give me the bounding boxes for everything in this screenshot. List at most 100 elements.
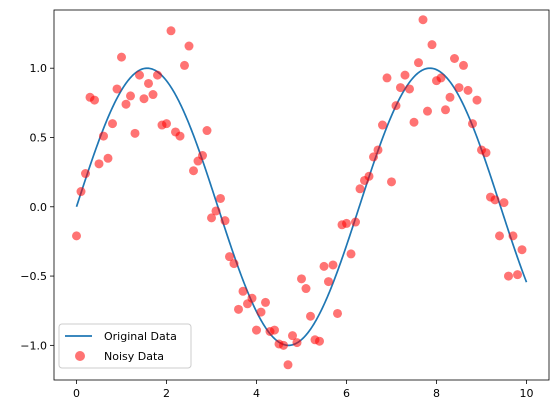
legend-box <box>58 323 192 369</box>
x-tick-label: 0 <box>73 387 80 400</box>
scatter-point <box>436 73 446 83</box>
legend-marker-swatch <box>75 351 85 361</box>
scatter-point <box>387 177 396 187</box>
scatter-point <box>72 231 81 241</box>
scatter-point <box>184 41 194 51</box>
scatter-point <box>351 217 360 227</box>
scatter-point <box>225 252 234 262</box>
scatter-point <box>220 216 230 226</box>
scatter-point <box>319 261 329 271</box>
series-line-original <box>75 67 528 347</box>
scatter-point <box>103 153 113 163</box>
x-tick-label: 8 <box>433 387 440 400</box>
scatter-point <box>504 271 513 281</box>
legend-label-noisy: Noisy Data <box>104 350 164 363</box>
scatter-point <box>459 60 468 70</box>
scatter-point <box>166 26 176 36</box>
y-tick-label: 0.0 <box>30 201 48 214</box>
scatter-point <box>94 159 104 169</box>
scatter-point <box>427 40 437 50</box>
scatter-point <box>468 119 477 129</box>
scatter-point <box>135 70 144 80</box>
scatter-point <box>81 169 90 179</box>
legend-label-original: Original Data <box>104 330 177 343</box>
scatter-point <box>90 95 99 105</box>
scatter-point <box>175 131 185 141</box>
scatter-point <box>112 84 122 94</box>
scatter-point <box>400 70 410 80</box>
scatter-point <box>472 95 482 105</box>
scatter-point <box>117 52 126 62</box>
scatter-point <box>396 83 405 93</box>
axes: 0 2 4 6 8 10 −1.0 −0.5 0.0 0.5 1.0 <box>20 9 550 400</box>
scatter-point <box>328 260 338 270</box>
scatter-point <box>508 231 518 241</box>
scatter-point <box>279 340 288 350</box>
scatter-point <box>148 90 158 100</box>
scatter-point <box>139 94 149 104</box>
plot-area <box>72 15 528 370</box>
scatter-point <box>288 331 297 341</box>
scatter-point <box>261 297 270 307</box>
scatter-point <box>315 336 324 346</box>
scatter-point <box>162 119 171 129</box>
scatter-point <box>490 195 500 205</box>
scatter-point <box>409 117 419 127</box>
scatter-point <box>283 360 293 370</box>
scatter-point <box>355 184 365 194</box>
scatter-point <box>450 54 459 63</box>
scatter-point <box>297 274 306 284</box>
scatter-point <box>454 83 464 93</box>
scatter-point <box>211 206 221 216</box>
scatter-point <box>252 325 261 335</box>
scatter-point <box>229 259 239 269</box>
scatter-point <box>202 126 212 136</box>
scatter-point <box>513 270 522 280</box>
y-tick-label: 1.0 <box>30 62 48 75</box>
scatter-point <box>256 307 266 317</box>
scatter-point <box>292 338 302 348</box>
scatter-point <box>414 58 423 68</box>
scatter-point <box>99 131 108 141</box>
y-tick-label: 0.5 <box>30 131 48 144</box>
scatter-point <box>369 152 378 162</box>
scatter-point <box>342 218 351 228</box>
scatter-point <box>441 105 450 115</box>
scatter-point <box>423 106 432 116</box>
scatter-point <box>517 245 527 255</box>
scatter-point <box>126 91 135 101</box>
scatter-point <box>495 231 504 241</box>
scatter-point <box>333 308 342 318</box>
scatter-point <box>76 187 86 197</box>
x-tick-label: 10 <box>520 387 534 400</box>
scatter-point <box>180 60 189 70</box>
scatter-point <box>346 249 356 259</box>
scatter-point <box>418 15 428 25</box>
scatter-point <box>378 120 387 130</box>
scatter-point <box>373 145 383 155</box>
scatter-point <box>216 193 225 203</box>
axes-frame <box>53 9 550 381</box>
scatter-point <box>306 311 315 321</box>
scatter-point <box>207 213 216 223</box>
scatter-point <box>481 148 491 158</box>
scatter-point <box>238 286 248 296</box>
scatter-point <box>405 84 414 94</box>
y-tick-label: −1.0 <box>20 339 47 352</box>
scatter-point <box>189 166 198 176</box>
scatter-point <box>391 101 401 111</box>
x-tick-label: 6 <box>343 387 350 400</box>
scatter-point <box>247 293 257 303</box>
x-tick-label: 4 <box>253 387 260 400</box>
scatter-point <box>130 128 140 138</box>
scatter-point <box>382 73 392 83</box>
legend: Original Data Noisy Data <box>58 323 192 369</box>
scatter-point <box>121 99 131 109</box>
scatter-point <box>153 70 162 80</box>
scatter-point <box>108 119 117 129</box>
scatter-point <box>270 325 279 335</box>
scatter-point <box>445 92 455 102</box>
x-tick-label: 2 <box>163 387 170 400</box>
scatter-point <box>301 284 311 294</box>
